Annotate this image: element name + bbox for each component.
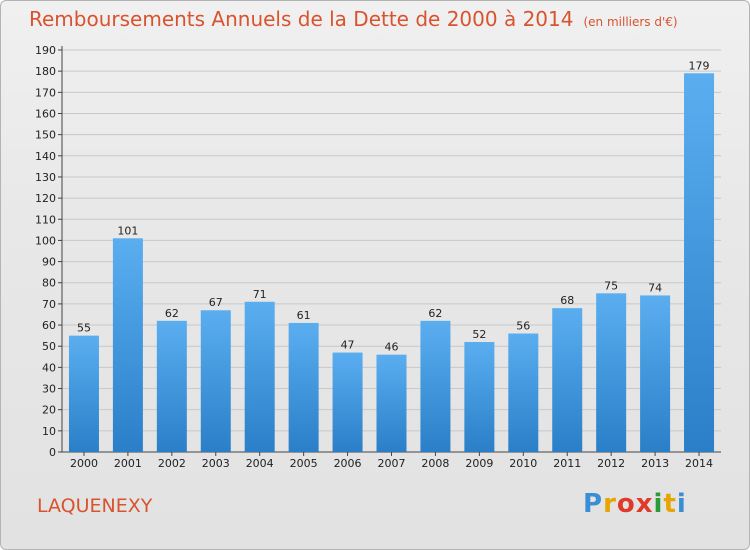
y-tick-label: 50: [42, 340, 56, 353]
data-label: 62: [428, 307, 442, 320]
y-tick-label: 80: [42, 277, 56, 290]
x-tick-label: 2005: [290, 457, 318, 470]
x-tick-label: 2008: [421, 457, 449, 470]
bar: [288, 322, 319, 452]
y-tick-label: 150: [35, 129, 56, 142]
data-label: 61: [297, 309, 311, 322]
data-label: 46: [385, 341, 399, 354]
y-tick-label: 100: [35, 234, 56, 247]
label-layer: 2000 55 2001 101 2002 62 2003 67 2004 71 2005 61 200…: [70, 59, 713, 470]
x-tick-label: 2014: [685, 457, 713, 470]
proxiti-logo: Proxiti: [583, 489, 687, 519]
bar: [332, 352, 363, 452]
data-label: 71: [253, 288, 267, 301]
x-tick-label: 2011: [553, 457, 581, 470]
logo-letter: i: [676, 489, 687, 519]
bar: [112, 238, 143, 452]
bar: [420, 320, 451, 452]
bar: [640, 295, 671, 452]
y-tick-label: 30: [42, 383, 56, 396]
data-label: 55: [77, 322, 91, 335]
bar: [156, 320, 187, 452]
data-label: 75: [604, 279, 618, 292]
x-tick-label: 2009: [465, 457, 493, 470]
data-label: 74: [648, 281, 662, 294]
y-tick-label: 180: [35, 65, 56, 78]
x-tick-label: 2002: [158, 457, 186, 470]
y-tick-label: 110: [35, 213, 56, 226]
y-tick-label: 10: [42, 425, 56, 438]
commune-name: LAQUENEXY: [37, 495, 153, 517]
data-label: 47: [341, 339, 355, 352]
y-tick-label: 130: [35, 171, 56, 184]
y-tick-label: 190: [35, 44, 56, 57]
bar: [376, 354, 407, 452]
y-tick-label: 70: [42, 298, 56, 311]
logo-letter: r: [603, 489, 617, 519]
logo-letter: i: [653, 489, 664, 519]
x-tick-label: 2001: [114, 457, 142, 470]
data-label: 68: [560, 294, 574, 307]
x-tick-label: 2004: [246, 457, 274, 470]
data-label: 62: [165, 307, 179, 320]
bar: [508, 333, 539, 452]
bar: [552, 308, 583, 452]
y-tick-label: 40: [42, 361, 56, 374]
y-tick-label: 120: [35, 192, 56, 205]
data-label: 52: [472, 328, 486, 341]
y-tick-label: 140: [35, 150, 56, 163]
bar: [464, 341, 495, 452]
x-tick-label: 2000: [70, 457, 98, 470]
data-label: 67: [209, 296, 223, 309]
bar: [68, 335, 99, 452]
bar: [596, 293, 627, 452]
logo-letter: x: [635, 489, 654, 519]
y-tick-label: 0: [49, 446, 56, 459]
y-tick-label: 20: [42, 404, 56, 417]
y-tick-label: 170: [35, 86, 56, 99]
unit-note: (en milliers d'€): [583, 15, 678, 29]
bar-layer: [68, 73, 715, 452]
logo-letter: P: [583, 489, 604, 519]
data-label: 56: [516, 320, 530, 333]
logo-letter: t: [663, 489, 677, 519]
bar: [200, 310, 231, 452]
y-tick-label: 90: [42, 256, 56, 269]
x-tick-label: 2010: [509, 457, 537, 470]
data-label: 101: [117, 224, 138, 237]
chart-title: Remboursements Annuels de la Dette de 20…: [29, 7, 678, 31]
x-tick-label: 2003: [202, 457, 230, 470]
y-tick-label: 60: [42, 319, 56, 332]
y-tick-label: 160: [35, 107, 56, 120]
x-tick-label: 2012: [597, 457, 625, 470]
x-tick-label: 2013: [641, 457, 669, 470]
x-tick-label: 2007: [378, 457, 406, 470]
bar: [244, 301, 275, 452]
data-label: 179: [689, 59, 710, 72]
x-tick-label: 2006: [334, 457, 362, 470]
bar: [684, 73, 715, 452]
chart-title-text: Remboursements Annuels de la Dette de 20…: [29, 7, 574, 31]
logo-letter: o: [616, 489, 636, 519]
